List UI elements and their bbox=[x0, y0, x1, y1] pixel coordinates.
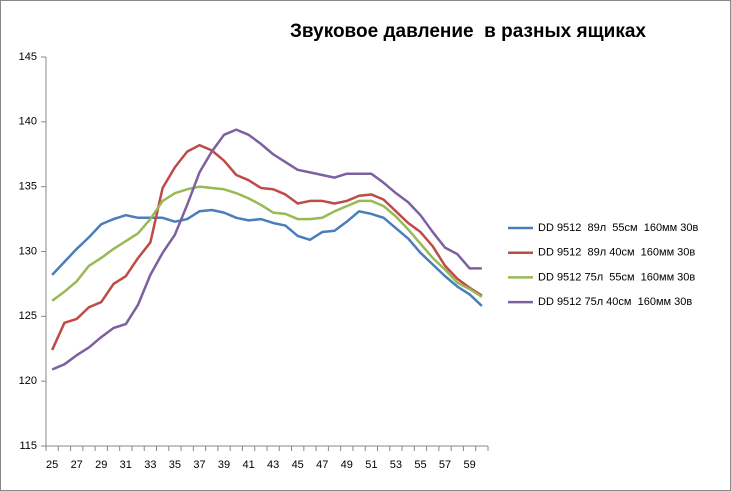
series-line bbox=[51, 185, 483, 302]
series-line bbox=[51, 128, 482, 371]
legend-label: DD 9512 89л 40см 160мм 30в bbox=[538, 247, 695, 259]
x-tick-label: 53 bbox=[390, 459, 402, 471]
legend-label: DD 9512 89л 55см 160мм 30в bbox=[538, 222, 698, 234]
x-tick-label: 49 bbox=[341, 459, 353, 471]
y-tick-label: 125 bbox=[19, 310, 37, 322]
series-line bbox=[51, 143, 483, 351]
series-line bbox=[51, 208, 483, 307]
x-tick-label: 41 bbox=[242, 459, 254, 471]
x-tick-label: 37 bbox=[193, 459, 205, 471]
legend-label: DD 9512 75л 55см 160мм 30в bbox=[538, 271, 695, 283]
y-tick-label: 140 bbox=[19, 116, 37, 128]
x-tick-label: 51 bbox=[365, 459, 377, 471]
y-tick-label: 135 bbox=[19, 181, 37, 193]
x-tick-label: 43 bbox=[267, 459, 279, 471]
y-tick-label: 145 bbox=[19, 51, 37, 63]
y-tick-label: 120 bbox=[19, 375, 37, 387]
x-tick-label: 27 bbox=[71, 459, 83, 471]
y-tick-label: 130 bbox=[19, 245, 37, 257]
x-tick-label: 45 bbox=[292, 459, 304, 471]
x-tick-label: 57 bbox=[439, 459, 451, 471]
x-tick-label: 59 bbox=[463, 459, 475, 471]
x-tick-label: 29 bbox=[95, 459, 107, 471]
legend-label: DD 9512 75л 40см 160мм 30в bbox=[538, 296, 692, 308]
chart-title: Звуковое давление в разных ящиках bbox=[290, 21, 646, 42]
x-tick-label: 39 bbox=[218, 459, 230, 471]
x-tick-label: 25 bbox=[46, 459, 58, 471]
x-tick-label: 31 bbox=[120, 459, 132, 471]
x-tick-label: 47 bbox=[316, 459, 328, 471]
x-tick-label: 35 bbox=[169, 459, 181, 471]
x-tick-label: 55 bbox=[414, 459, 426, 471]
y-tick-label: 115 bbox=[19, 440, 37, 452]
x-tick-label: 33 bbox=[144, 459, 156, 471]
